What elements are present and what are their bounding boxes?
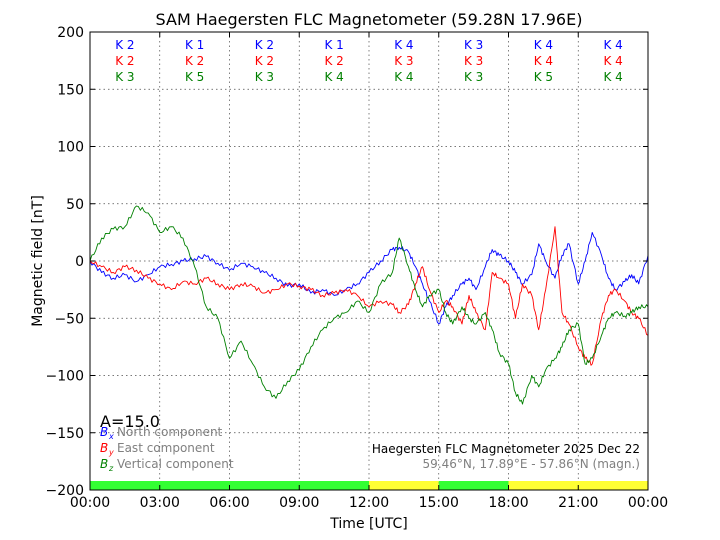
series-line-bz <box>89 205 649 405</box>
x-tick-label: 06:00 <box>209 495 249 511</box>
k-index-label: K 4 <box>603 70 622 84</box>
k-index-label: K 3 <box>115 70 134 84</box>
k-index-label: K 5 <box>534 70 553 84</box>
k-index-label: K 2 <box>324 54 343 68</box>
k-index-label: K 2 <box>255 38 274 52</box>
series-line-bx <box>89 231 649 325</box>
k-index-label: K 4 <box>324 70 343 84</box>
k-index-label: K 4 <box>603 38 622 52</box>
activity-segment <box>438 481 509 490</box>
k-index-label: K 4 <box>394 38 413 52</box>
k-index-table: K 2 K 1 K 2 K 1 K 4 K 3 K 4 K 4 K 2 K 2 K 2 K 2 K 3 K… <box>115 38 623 84</box>
x-tick-label: 03:00 <box>140 495 180 511</box>
x-tick-label: 15:00 <box>419 495 459 511</box>
legend-subscript: z <box>108 464 114 473</box>
k-index-label: K 2 <box>185 54 204 68</box>
legend-symbol: B <box>100 441 108 455</box>
activity-segment <box>369 481 439 490</box>
series-line-by <box>89 226 649 366</box>
y-tick-label: 0 <box>75 254 84 270</box>
k-index-label: K 3 <box>464 70 483 84</box>
legend-symbol: B <box>100 425 108 439</box>
data-series <box>89 205 649 405</box>
x-axis-label: Time [UTC] <box>329 516 407 532</box>
k-index-label: K 4 <box>534 38 553 52</box>
y-tick-label: −150 <box>46 426 84 442</box>
k-index-label: K 4 <box>534 54 553 68</box>
grid-lines <box>90 32 648 490</box>
x-tick-label: 00:00 <box>70 495 110 511</box>
legend-subscript: y <box>108 448 114 457</box>
legend-text: Vertical component <box>117 457 234 471</box>
y-tick-label: −200 <box>46 483 84 499</box>
k-index-label: K 3 <box>464 38 483 52</box>
k-index-label: K 2 <box>255 54 274 68</box>
amplitude-label: A=15.0 <box>100 412 160 431</box>
k-index-label: K 3 <box>255 70 274 84</box>
k-index-label: K 2 <box>115 38 134 52</box>
info-coordinates: 59.46°N, 17.89°E - 57.86°N (magn.) <box>423 457 640 471</box>
legend-subscript: x <box>108 432 114 441</box>
k-index-label: K 2 <box>115 54 134 68</box>
y-tick-label: −100 <box>46 369 84 385</box>
y-tick-label: 100 <box>57 140 84 156</box>
y-axis-label: Magnetic field [nT] <box>30 195 46 327</box>
k-index-label: K 3 <box>394 54 413 68</box>
legend-text: East component <box>117 441 215 455</box>
k-index-label: K 1 <box>185 38 204 52</box>
k-index-label: K 4 <box>394 70 413 84</box>
k-index-label: K 5 <box>185 70 204 84</box>
k-index-label: K 3 <box>464 54 483 68</box>
k-index-label: K 4 <box>603 54 622 68</box>
y-tick-label: 50 <box>66 197 84 213</box>
x-tick-label: 12:00 <box>349 495 389 511</box>
info-station-date: Haegersten FLC Magnetometer 2025 Dec 22 <box>372 442 640 456</box>
x-tick-label: 09:00 <box>279 495 319 511</box>
y-tick-label: −50 <box>54 311 84 327</box>
x-tick-label: 00:00 <box>628 495 668 511</box>
k-index-label: K 1 <box>324 38 343 52</box>
x-tick-label: 18:00 <box>488 495 528 511</box>
y-tick-label: 200 <box>57 25 84 41</box>
y-tick-label: 150 <box>57 82 84 98</box>
legend-text: North component <box>117 425 223 439</box>
axis-ticks: 00:00 03:00 06:00 09:00 12:00 15:00 18:00 21:00… <box>46 25 669 511</box>
chart-title: SAM Haegersten FLC Magnetometer (59.28N … <box>156 10 583 29</box>
legend-symbol: B <box>100 457 108 471</box>
x-tick-label: 21:00 <box>558 495 598 511</box>
